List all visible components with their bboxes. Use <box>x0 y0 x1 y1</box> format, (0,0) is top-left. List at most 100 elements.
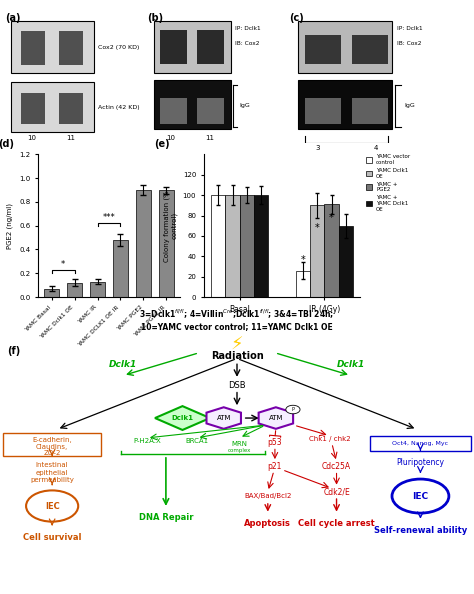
Bar <box>324 204 339 297</box>
Text: 10: 10 <box>166 135 175 141</box>
Text: BRCA1: BRCA1 <box>185 438 208 444</box>
Text: Actin (42 KD): Actin (42 KD) <box>98 105 139 110</box>
Bar <box>136 190 151 297</box>
Text: Dclk1: Dclk1 <box>109 359 137 369</box>
Text: Pluripotency: Pluripotency <box>396 457 445 466</box>
Text: *: * <box>329 213 334 223</box>
FancyBboxPatch shape <box>298 21 392 73</box>
Bar <box>296 270 310 297</box>
Text: Chk1 / chk2: Chk1 / chk2 <box>309 437 350 443</box>
Text: IP: Dclk1: IP: Dclk1 <box>397 26 423 31</box>
Text: Self-renewal ability: Self-renewal ability <box>374 526 467 535</box>
Text: Claudins,: Claudins, <box>36 444 68 450</box>
FancyBboxPatch shape <box>160 98 187 124</box>
Bar <box>113 240 128 297</box>
Text: Intestinal: Intestinal <box>36 462 68 468</box>
FancyBboxPatch shape <box>3 432 101 456</box>
Text: Dclk1: Dclk1 <box>172 415 193 421</box>
Text: IEC: IEC <box>45 501 60 510</box>
Bar <box>339 226 353 297</box>
Text: (f): (f) <box>7 346 20 356</box>
FancyBboxPatch shape <box>370 436 471 451</box>
Text: IB: Cox2: IB: Cox2 <box>235 41 259 46</box>
Text: 11: 11 <box>67 135 75 141</box>
Polygon shape <box>259 407 293 429</box>
Bar <box>211 195 225 297</box>
Text: ZO-2: ZO-2 <box>44 450 61 456</box>
Text: ⚡: ⚡ <box>231 336 243 354</box>
Bar <box>254 195 268 297</box>
FancyBboxPatch shape <box>352 36 388 64</box>
Text: Dclk1: Dclk1 <box>337 359 365 369</box>
FancyBboxPatch shape <box>298 80 392 129</box>
Text: 3=Dclk1$^{fl/fl}$; 4=Villin$^{Cre}$;Dclk1$^{fl/fl}$; 3&4=TBI 24h;
10=YAMC vector: 3=Dclk1$^{fl/fl}$; 4=Villin$^{Cre}$;Dclk… <box>139 308 335 331</box>
Text: (c): (c) <box>289 13 304 23</box>
FancyBboxPatch shape <box>21 31 45 65</box>
Text: Cox2 (70 KD): Cox2 (70 KD) <box>98 45 139 50</box>
Text: *: * <box>301 255 305 266</box>
FancyBboxPatch shape <box>11 83 94 132</box>
Bar <box>159 190 173 297</box>
Text: IP: Dclk1: IP: Dclk1 <box>235 26 260 31</box>
FancyBboxPatch shape <box>154 21 230 73</box>
Text: (d): (d) <box>0 140 14 149</box>
FancyBboxPatch shape <box>59 93 83 124</box>
Circle shape <box>392 479 449 513</box>
Bar <box>310 206 324 297</box>
Bar <box>225 195 240 297</box>
Text: IB: Cox2: IB: Cox2 <box>397 41 422 46</box>
Bar <box>45 289 59 297</box>
Circle shape <box>286 405 300 414</box>
FancyBboxPatch shape <box>352 98 388 124</box>
Text: 10: 10 <box>27 135 36 141</box>
Text: (b): (b) <box>147 13 163 23</box>
Text: p21: p21 <box>268 462 282 471</box>
Text: BAX/Bad/Bcl2: BAX/Bad/Bcl2 <box>244 493 292 499</box>
FancyBboxPatch shape <box>21 93 45 124</box>
Text: (a): (a) <box>5 13 20 23</box>
FancyBboxPatch shape <box>197 98 224 124</box>
Text: Radiation: Radiation <box>210 352 264 361</box>
Legend: YAMC vector
control, YAMC Dclk1
OE, YAMC +
PGE2, YAMC +
YAMC Dclk1
OE: YAMC vector control, YAMC Dclk1 OE, YAMC… <box>366 154 410 211</box>
FancyBboxPatch shape <box>305 98 341 124</box>
Text: Cell survival: Cell survival <box>23 533 82 542</box>
Text: ATM: ATM <box>269 415 283 421</box>
Text: MRN: MRN <box>231 441 247 447</box>
Text: 3: 3 <box>316 146 320 151</box>
Text: DNA Repair: DNA Repair <box>139 513 193 522</box>
Text: *: * <box>61 260 65 269</box>
Text: E-cadherin,: E-cadherin, <box>32 437 72 443</box>
Text: ***: *** <box>103 213 115 222</box>
Y-axis label: Colony formation (%
control): Colony formation (% control) <box>163 190 177 261</box>
FancyBboxPatch shape <box>197 30 224 64</box>
FancyBboxPatch shape <box>11 21 94 73</box>
FancyBboxPatch shape <box>160 30 187 64</box>
Text: IgG: IgG <box>240 103 251 109</box>
FancyBboxPatch shape <box>59 31 83 65</box>
Text: IEC: IEC <box>412 492 428 501</box>
Bar <box>90 282 105 297</box>
Text: permeability: permeability <box>30 477 74 483</box>
Circle shape <box>26 491 78 522</box>
Text: P-H2A.X: P-H2A.X <box>133 438 161 444</box>
Text: TBI: TBI <box>341 156 352 162</box>
Text: ATM: ATM <box>217 415 231 421</box>
Bar <box>67 283 82 297</box>
Text: Apoptosis: Apoptosis <box>245 519 291 528</box>
Text: 11: 11 <box>205 135 214 141</box>
FancyBboxPatch shape <box>154 80 230 129</box>
Text: Oct4, Nanog, Myc: Oct4, Nanog, Myc <box>392 441 448 446</box>
Y-axis label: PGE2 (ng/ml): PGE2 (ng/ml) <box>7 203 13 249</box>
Text: P: P <box>292 407 294 412</box>
Text: IgG: IgG <box>404 103 415 109</box>
Text: p53: p53 <box>268 438 282 447</box>
Text: Cdk2/E: Cdk2/E <box>323 487 350 497</box>
Text: complex: complex <box>228 448 251 453</box>
Polygon shape <box>207 407 241 429</box>
Text: Cell cycle arrest: Cell cycle arrest <box>298 519 375 528</box>
Text: DSB: DSB <box>228 381 246 390</box>
Polygon shape <box>155 406 210 430</box>
Text: 4: 4 <box>374 146 378 151</box>
FancyBboxPatch shape <box>305 36 341 64</box>
Text: *: * <box>315 223 319 233</box>
